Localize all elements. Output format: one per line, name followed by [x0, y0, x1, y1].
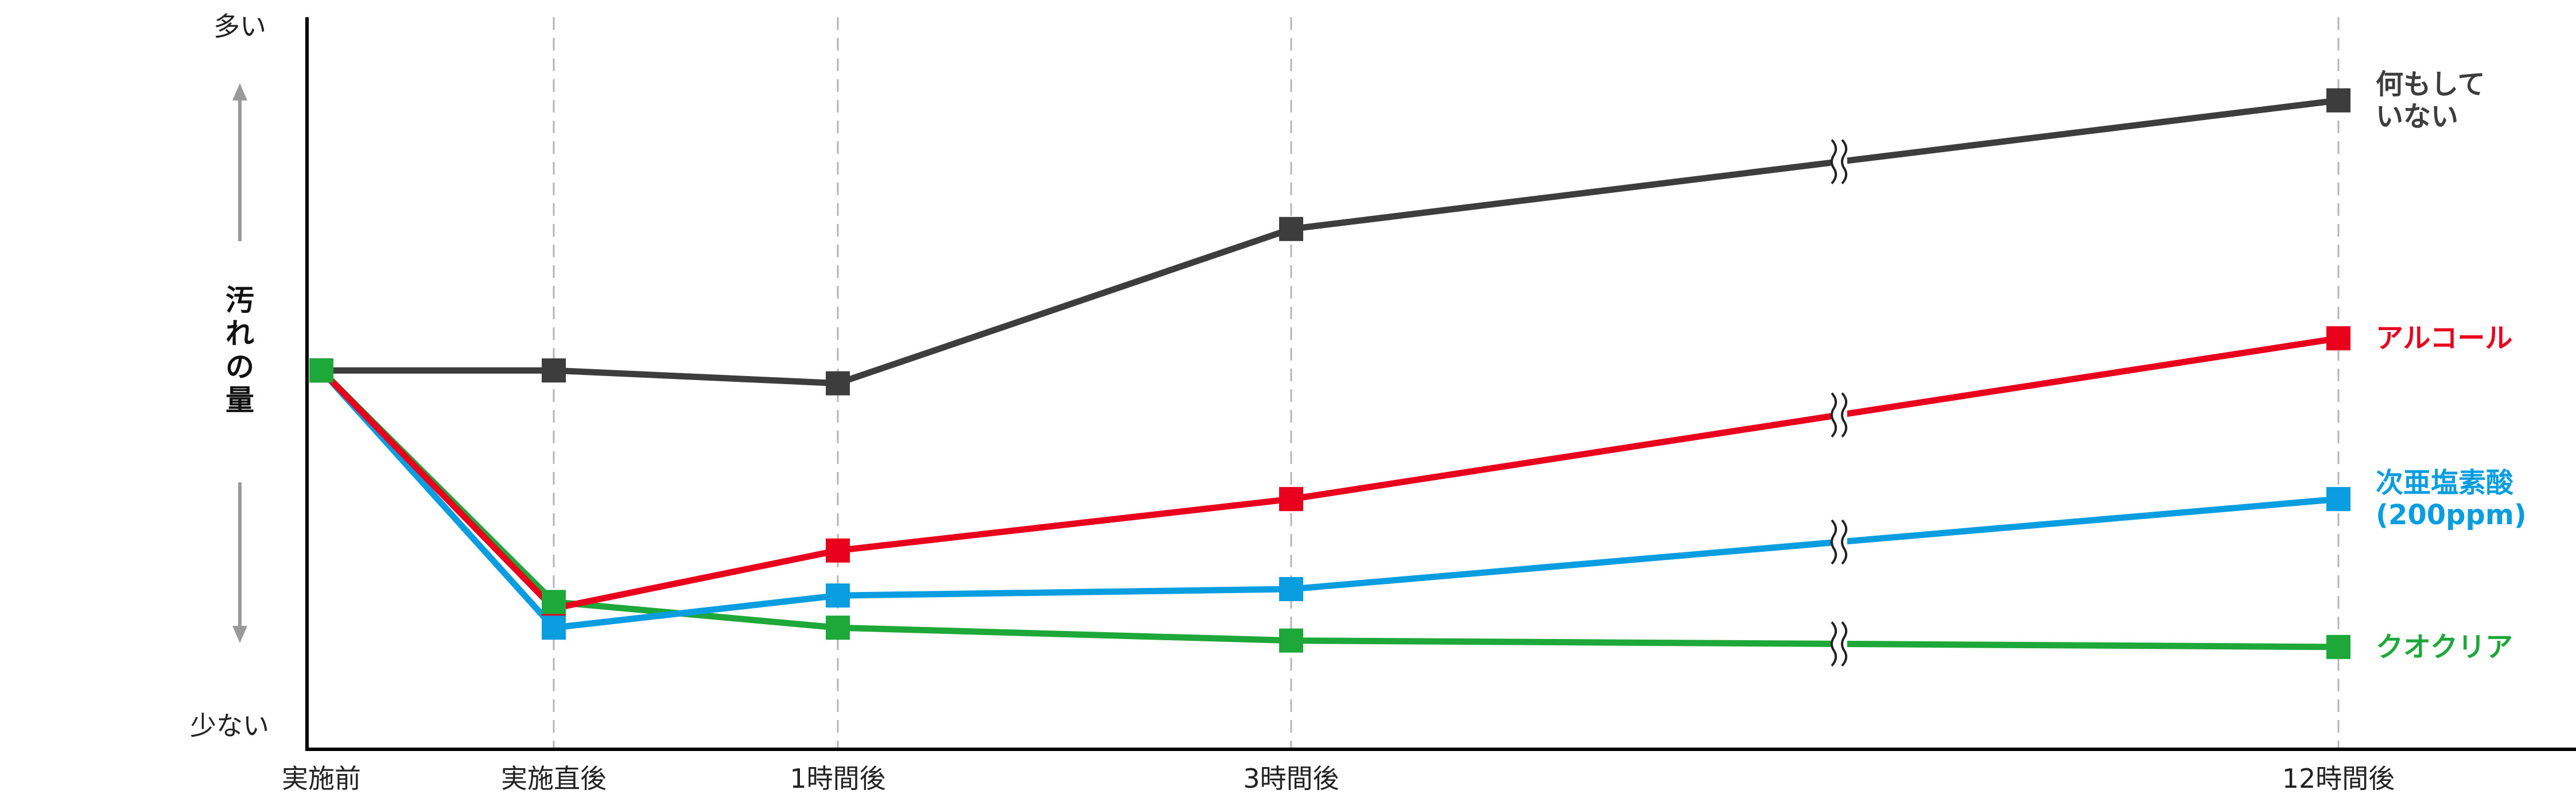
series-marker: [2326, 634, 2350, 659]
axis-break-mark: [1831, 519, 1837, 565]
x-tick-label: 実施直後: [501, 763, 607, 794]
series-label: アルコール: [2376, 322, 2513, 354]
series-line: [318, 368, 2339, 631]
series-marker: [542, 590, 566, 614]
axis-break-mark: [1831, 139, 1837, 184]
axis-break-marks: [1831, 138, 1848, 667]
x-tick-labels: 実施前 実施直後 1時間後 3時間後 12時間後: [282, 763, 2395, 794]
series-label: 次亜塩素酸(200ppm): [2376, 467, 2527, 531]
series-marker: [1279, 577, 1303, 601]
axes: [305, 17, 2576, 751]
y-axis-bottom-label: 少ない: [190, 710, 269, 741]
series-marker: [826, 583, 850, 608]
series-marker: [542, 358, 566, 383]
series-marker: [826, 371, 850, 396]
series-marker: [826, 616, 850, 640]
series-marker: [2326, 487, 2350, 512]
series-marker: [1279, 628, 1303, 653]
up-arrow-icon: [232, 83, 247, 100]
axis-break-mark: [1831, 392, 1837, 438]
series-label: クオクリア: [2376, 631, 2513, 663]
axis-break-mark: [1841, 139, 1848, 184]
series-markers: [309, 88, 2350, 659]
down-arrow-icon: [232, 626, 247, 643]
x-tick-label: 実施前: [282, 763, 361, 794]
x-tick-label: 12時間後: [2282, 763, 2395, 794]
series-line: [321, 97, 2339, 387]
y-axis-direction-indicator: 多い 汚れの量 少ない: [190, 11, 269, 741]
series-label: 何もしていない: [2376, 68, 2485, 133]
series-line: [319, 335, 2339, 612]
y-axis-title: 汚れの量: [226, 284, 254, 417]
series-marker: [826, 538, 850, 563]
axis-break-gap: [1831, 392, 1847, 438]
series-line: [319, 368, 2339, 651]
axis-break-gap: [1831, 621, 1847, 667]
series-marker: [1279, 216, 1303, 241]
series-marker: [542, 616, 566, 640]
axis-break-mark: [1841, 621, 1848, 667]
x-tick-label: 1時間後: [790, 763, 885, 794]
x-tick-label: 3時間後: [1243, 763, 1339, 794]
series-marker: [2326, 326, 2350, 351]
axis-break-gap: [1831, 518, 1847, 565]
series-lines: [318, 97, 2339, 651]
series-marker: [1279, 487, 1303, 512]
axis-break-mark: [1831, 621, 1837, 667]
axis-break-mark: [1841, 392, 1848, 438]
series-marker: [309, 358, 333, 383]
y-axis-top-label: 多い: [213, 11, 266, 42]
series-marker: [2326, 88, 2350, 113]
axis-break-gap: [1831, 138, 1847, 185]
axis-break-mark: [1841, 519, 1848, 565]
